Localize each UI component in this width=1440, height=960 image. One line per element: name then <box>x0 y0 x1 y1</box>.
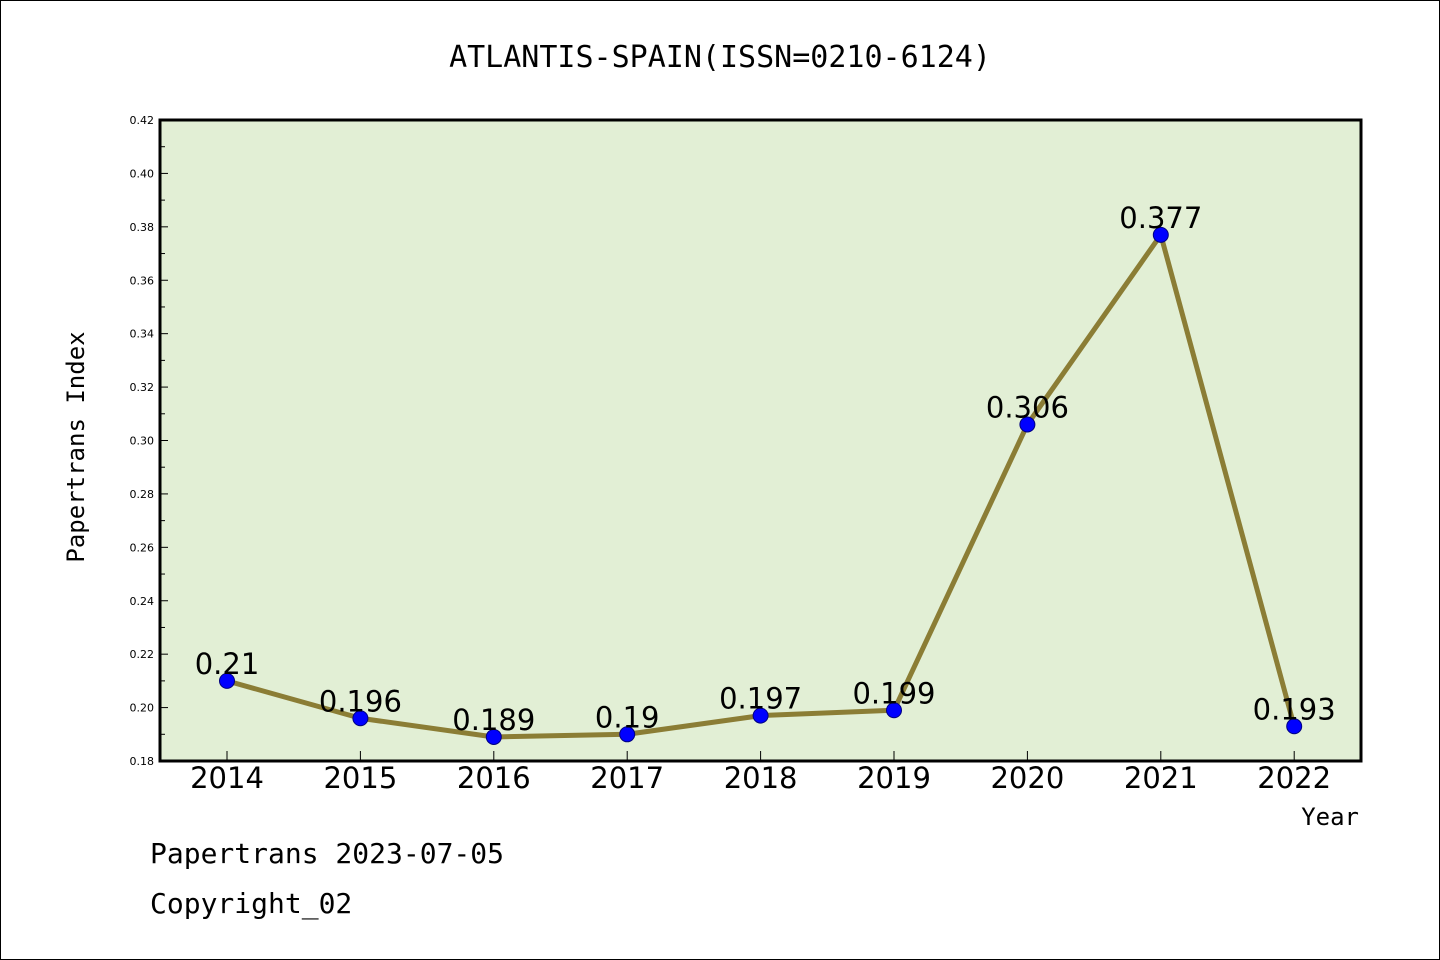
y-tick-label: 0.42 <box>130 114 155 127</box>
y-tick-label: 0.30 <box>130 435 155 448</box>
y-axis-label: Papertrans Index <box>62 331 90 562</box>
x-tick-label: 2014 <box>190 761 264 795</box>
data-point-marker <box>619 726 636 743</box>
x-tick-label: 2018 <box>724 761 798 795</box>
x-tick-label: 2016 <box>457 761 531 795</box>
data-point-marker <box>352 710 369 727</box>
y-tick-label: 0.32 <box>130 381 155 394</box>
x-axis-label: Year <box>1301 803 1359 831</box>
x-axis: 2014 2015 2016 2017 2018 2019 2020 2021 2022 <box>190 751 1331 795</box>
y-tick-label: 0.38 <box>130 221 155 234</box>
data-point-marker <box>1019 416 1036 433</box>
data-label: 0.19 <box>595 700 660 734</box>
y-tick-label: 0.28 <box>130 488 155 501</box>
x-tick-label: 2021 <box>1124 761 1198 795</box>
y-tick-label: 0.24 <box>130 595 155 608</box>
data-label: 0.196 <box>319 684 402 718</box>
data-label: 0.193 <box>1253 692 1336 726</box>
y-tick-label: 0.36 <box>130 274 155 287</box>
x-tick-label: 2015 <box>323 761 397 795</box>
data-point-marker <box>219 672 235 689</box>
chart-title: ATLANTIS-SPAIN(ISSN=0210-6124) <box>449 40 991 75</box>
y-tick-label: 0.34 <box>130 328 155 341</box>
data-point-marker <box>752 707 769 724</box>
data-label: 0.197 <box>719 682 802 716</box>
data-point-marker <box>886 702 902 719</box>
y-tick-label: 0.22 <box>130 648 155 661</box>
x-tick-label: 2017 <box>590 761 664 795</box>
data-label: 0.377 <box>1119 201 1202 235</box>
x-tick-label: 2022 <box>1257 761 1331 795</box>
data-labels: 0.21 0.196 0.189 0.19 0.197 0.199 0.306 0.377 0.… <box>195 201 1336 737</box>
x-tick-label: 2019 <box>857 761 931 795</box>
y-tick-label: 0.20 <box>130 702 155 715</box>
data-label: 0.21 <box>195 647 260 681</box>
footer-date-line: Papertrans 2023-07-05 <box>150 837 504 870</box>
plot-area <box>158 118 1363 763</box>
x-tick-label: 2020 <box>990 761 1064 795</box>
data-point-marker <box>485 728 502 745</box>
data-point-marker <box>1152 226 1169 243</box>
data-label: 0.199 <box>852 676 935 710</box>
y-tick-label: 0.18 <box>130 755 155 768</box>
data-label: 0.189 <box>452 703 535 737</box>
series-markers <box>219 226 1303 745</box>
data-label: 0.306 <box>986 390 1069 424</box>
y-tick-label: 0.26 <box>130 541 155 554</box>
footer-copyright: Copyright_02 <box>150 887 352 921</box>
y-tick-label: 0.40 <box>130 167 155 180</box>
y-axis: 0.18 0.20 0.22 0.24 0.26 0.28 0.30 0.32 0.34 0.36… <box>130 114 168 768</box>
data-point-marker <box>1286 718 1303 735</box>
